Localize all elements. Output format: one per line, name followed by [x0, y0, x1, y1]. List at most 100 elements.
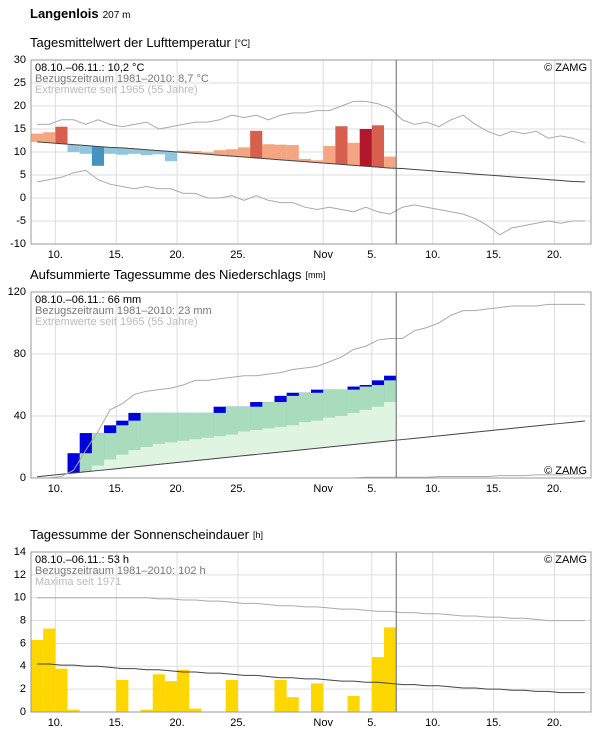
bar	[164, 681, 178, 712]
x-tick-label: Nov	[313, 483, 333, 495]
bar	[274, 144, 287, 160]
title-text: Tagessumme der Sonnenscheindauer	[30, 527, 250, 542]
area-step	[420, 437, 434, 478]
x-tick-label: 20.	[547, 249, 562, 261]
chart-title: Tagesmittelwert der Lufttemperatur [°C]	[30, 35, 250, 50]
area-step	[189, 460, 202, 478]
bar	[335, 126, 348, 165]
area-step	[298, 449, 312, 478]
bar	[152, 150, 165, 155]
area-step	[554, 423, 567, 478]
note: 08.10.–06.11.: 66 mm	[35, 294, 141, 306]
bar	[189, 151, 202, 154]
bar	[347, 142, 360, 166]
x-tick-label: 5.	[367, 717, 376, 729]
y-tick-label: 5	[20, 169, 26, 181]
bar	[286, 145, 299, 161]
line	[37, 597, 585, 622]
line	[37, 663, 585, 694]
note: Extremwerte seit 1965 (55 Jahre)	[35, 84, 198, 96]
area-step	[396, 439, 409, 478]
elevation: 207 m	[103, 10, 131, 21]
line	[37, 100, 586, 144]
x-tick-label: Nov	[313, 249, 333, 261]
bar	[43, 628, 56, 712]
bar	[31, 640, 44, 712]
bar	[225, 680, 238, 712]
bar	[189, 708, 202, 712]
x-tick-label: 15.	[109, 717, 124, 729]
chart-title: Tagessumme der Sonnenscheindauer [h]	[30, 527, 263, 542]
area-step	[323, 447, 336, 478]
y-tick-label: 10	[14, 146, 26, 158]
area-step	[274, 451, 287, 478]
area-step	[128, 466, 141, 478]
bar	[274, 680, 287, 712]
bar	[311, 683, 324, 712]
x-tick-label: 15.	[109, 483, 124, 495]
y-tick-label: 0	[20, 192, 26, 204]
bar	[347, 696, 360, 712]
area-step	[164, 463, 178, 478]
bar	[201, 152, 214, 155]
area-step	[457, 433, 470, 478]
note: 08.10.–06.11.: 53 h	[35, 554, 129, 566]
area-step	[104, 469, 117, 478]
bar	[323, 146, 336, 164]
x-tick-label: 15.	[109, 249, 124, 261]
bar	[359, 129, 372, 167]
bar	[140, 149, 153, 156]
y-tick-label: 0	[20, 472, 26, 484]
chart: Tagessumme der Sonnenscheindauer [h] 0 2 4 6 8…	[14, 527, 592, 729]
x-tick-label: 15.	[486, 249, 501, 261]
credit: © ZAMG	[544, 465, 587, 477]
area-step	[43, 475, 56, 478]
bar	[31, 133, 44, 142]
area-step	[67, 473, 80, 478]
line	[36, 169, 585, 236]
area-step	[213, 458, 227, 478]
bar	[140, 709, 153, 712]
bar	[237, 147, 251, 158]
area-step	[335, 445, 348, 478]
x-tick-label: 10.	[425, 717, 440, 729]
x-tick-label: 10.	[425, 483, 440, 495]
bar	[311, 160, 324, 163]
bar	[55, 126, 68, 144]
area-step	[408, 438, 421, 478]
area-step	[505, 428, 519, 478]
area-step	[31, 476, 44, 478]
bar	[250, 130, 263, 158]
bar	[91, 146, 105, 166]
bar	[371, 125, 385, 168]
x-tick-label: 25.	[230, 249, 245, 261]
station-name: Langenlois	[30, 6, 99, 21]
area-step	[286, 450, 300, 478]
area-step	[201, 459, 214, 478]
y-tick-label: 8	[20, 614, 26, 626]
note: Extremwerte seit 1965 (55 Jahre)	[35, 316, 198, 328]
area-step	[140, 465, 154, 478]
y-tick-label: 20	[14, 100, 26, 112]
x-tick-label: 25.	[230, 717, 245, 729]
bar	[371, 657, 385, 712]
credit: © ZAMG	[544, 554, 587, 566]
area-step	[225, 456, 239, 478]
bar	[298, 158, 311, 162]
note: Maxima seit 1971	[35, 576, 121, 588]
mean-line	[37, 420, 585, 478]
x-tick-label: 20.	[169, 483, 184, 495]
area-step	[347, 444, 360, 478]
bar	[67, 144, 80, 152]
note: Bezugszeitraum 1981–2010: 23 mm	[35, 305, 212, 317]
unit: [°C]	[235, 38, 250, 48]
area-step	[177, 461, 190, 478]
area-step	[566, 422, 580, 478]
y-tick-label: 2	[20, 683, 26, 695]
x-tick-label: 20.	[169, 717, 184, 729]
bar	[164, 151, 178, 162]
title-text: Tagesmittelwert der Lufttemperatur	[30, 35, 232, 50]
area-step	[481, 430, 494, 478]
x-tick-label: 25.	[230, 483, 245, 495]
